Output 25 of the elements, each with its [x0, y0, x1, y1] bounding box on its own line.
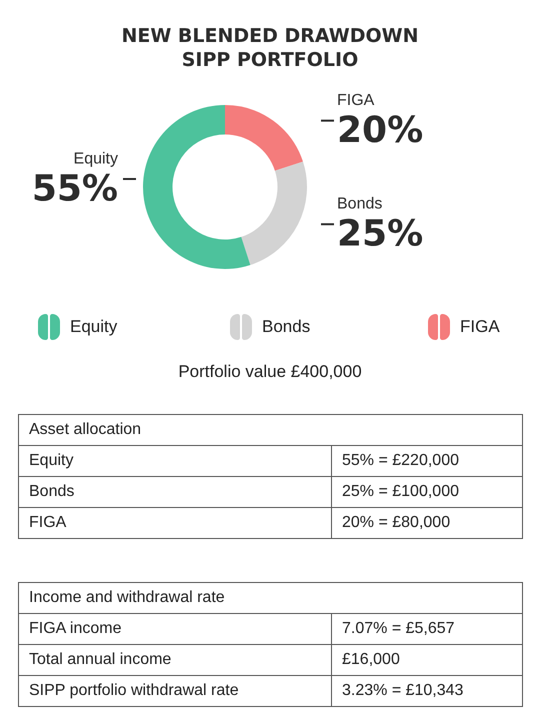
text: Equity — [18, 446, 332, 476]
data-label: 20% — [337, 110, 424, 152]
legend-label: FIGA — [460, 317, 500, 337]
text: 25% = £100,000 — [332, 476, 522, 508]
text: 7.07% = £5,657 — [332, 614, 522, 644]
slice-label: Equity — [74, 150, 118, 168]
text: 3.23% = £10,343 — [332, 676, 522, 706]
slice-label: FIGA — [337, 92, 375, 110]
text: SIPP portfolio withdrawal rate — [18, 676, 332, 706]
text: FIGA — [18, 508, 332, 538]
text: Asset allocation — [18, 414, 522, 446]
legend-label: Equity — [70, 317, 118, 337]
chart-title: NEW BLENDED DRAWDOWN SIPP PORTFOLIO — [120, 24, 420, 72]
text: 55% = £220,000 — [332, 446, 522, 476]
data-label: 55% — [32, 168, 118, 210]
text: Income and withdrawal rate — [18, 582, 522, 614]
text: £16,000 — [332, 644, 522, 676]
legend-label: Bonds — [262, 317, 310, 337]
text: 20% = £80,000 — [332, 508, 522, 538]
data-label: 25% — [337, 214, 424, 255]
text: Total annual income — [18, 644, 332, 676]
text: Bonds — [18, 476, 332, 508]
slice-label: Bonds — [337, 196, 382, 213]
text: FIGA income — [18, 614, 332, 644]
text: Portfolio value £400,000 — [177, 362, 363, 382]
